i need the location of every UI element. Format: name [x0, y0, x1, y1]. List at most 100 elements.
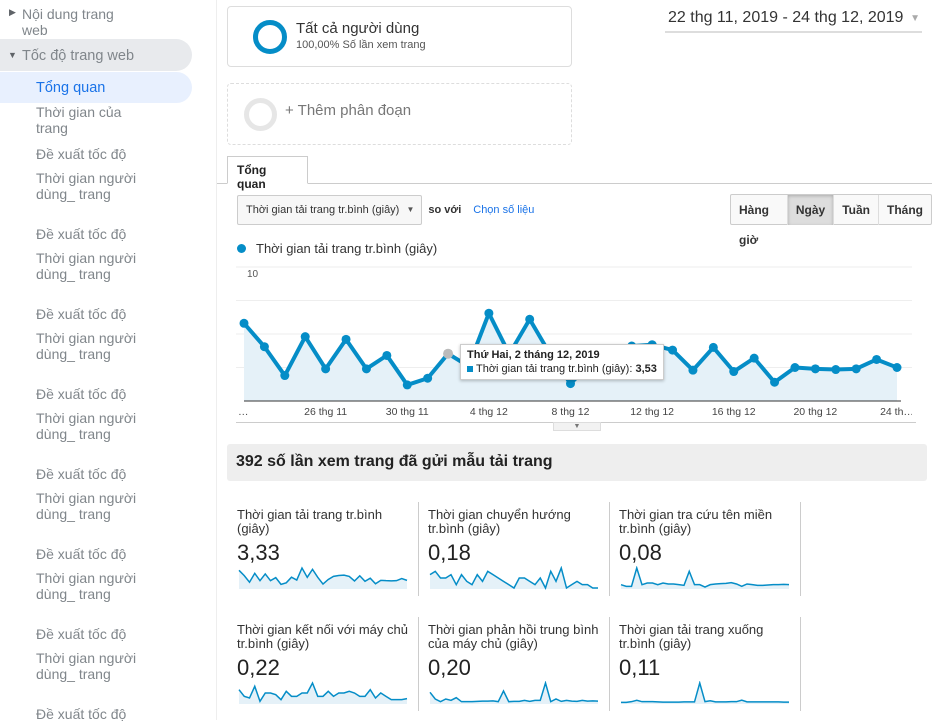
metric-card[interactable]: Thời gian tải trang tr.bình (giây) 3,33	[237, 508, 415, 590]
tooltip-title: Thứ Hai, 2 tháng 12, 2019	[467, 349, 600, 361]
sidebar-item[interactable]: Thời gian người dùng_ trang	[36, 410, 137, 442]
sidebar-item[interactable]: Đề xuất tốc độ	[36, 466, 127, 482]
metric-value: 0,08	[619, 540, 662, 565]
y-tick-label: 10	[247, 269, 259, 280]
sidebar-item-site-content[interactable]: Nội dung trang web	[22, 6, 114, 38]
metric-value: 3,33	[237, 540, 280, 565]
sidebar-item[interactable]: Thời gian người dùng_ trang	[36, 250, 137, 282]
sparkline-area	[430, 683, 598, 704]
x-tick-label: 26 thg 11	[304, 406, 347, 418]
data-point[interactable]	[872, 354, 882, 364]
x-tick-label: 16 thg 12	[712, 406, 756, 418]
sidebar-item[interactable]: Đề xuất tốc độ	[36, 706, 127, 722]
data-point[interactable]	[668, 345, 678, 355]
sparkline-line	[238, 681, 408, 704]
choose-metric-link[interactable]: Chọn số liệu	[473, 204, 535, 216]
dropdown-arrow-icon: ▼	[406, 205, 415, 214]
hourly-button[interactable]: Hàng giờ	[739, 203, 769, 247]
data-point[interactable]	[280, 371, 290, 381]
metric-divider	[609, 617, 610, 711]
data-point[interactable]	[382, 350, 392, 360]
caret-down-icon: ▼	[8, 50, 17, 60]
daily-button[interactable]: Ngày	[786, 195, 834, 225]
granularity-toggle: Hàng giờ Ngày Tuần Tháng	[730, 194, 932, 247]
sparkline-line	[621, 681, 789, 704]
metric-card[interactable]: Thời gian phản hồi trung bình của máy ch…	[428, 623, 606, 705]
metric-sparkline	[429, 566, 598, 590]
metric-card[interactable]: Thời gian tải trang xuống tr.bình (giây)…	[619, 623, 797, 705]
data-point[interactable]	[790, 363, 800, 372]
metric-divider	[418, 502, 419, 596]
tab-divider	[217, 183, 932, 184]
sidebar-item[interactable]: Đề xuất tốc độ	[36, 146, 127, 162]
tab-overview[interactable]: Tổng quan	[227, 156, 308, 191]
tooltip-value: 3,53	[635, 363, 657, 375]
metric-divider	[800, 617, 801, 711]
metric-card[interactable]: Thời gian chuyển hướng tr.bình (giây) 0,…	[428, 508, 606, 590]
sidebar-item[interactable]: Đề xuất tốc độ	[36, 226, 127, 242]
metric-value: 0,11	[619, 655, 661, 680]
data-point[interactable]	[831, 365, 841, 375]
metric-sparkline	[620, 566, 790, 589]
data-point[interactable]	[770, 377, 780, 387]
data-point[interactable]	[566, 379, 575, 389]
x-tick-label: 30 thg 11	[386, 406, 429, 418]
sidebar-item[interactable]: Đề xuất tốc độ	[36, 306, 127, 322]
data-point[interactable]	[443, 348, 454, 359]
data-point[interactable]	[341, 334, 351, 344]
x-tick-label: 12 thg 12	[630, 406, 674, 418]
data-point[interactable]	[402, 380, 412, 390]
sparkline-area	[239, 568, 407, 589]
data-point[interactable]	[810, 364, 820, 374]
monthly-button[interactable]: Tháng	[878, 195, 931, 225]
summary-header: 392 số lần xem trang đã gửi mẫu tải tran…	[227, 444, 927, 481]
sidebar-item[interactable]: Thời gian người dùng_ trang	[36, 650, 137, 682]
tooltip-series-icon	[467, 366, 473, 372]
add-segment-button[interactable]: + Thêm phân đoạn	[227, 83, 572, 145]
data-point[interactable]	[300, 332, 310, 342]
data-point[interactable]	[708, 342, 718, 352]
data-point[interactable]	[259, 342, 269, 352]
metric-sparkline	[429, 681, 599, 704]
data-point[interactable]	[892, 363, 902, 372]
metric-select-value: Thời gian tải trang tr.bình (giây)	[246, 204, 400, 216]
metric-card[interactable]: Thời gian tra cứu tên miền tr.bình (giây…	[619, 508, 797, 590]
data-point[interactable]	[321, 364, 331, 374]
sidebar-item[interactable]: Đề xuất tốc độ	[36, 626, 127, 642]
caret-right-icon[interactable]: ▶	[9, 7, 16, 17]
data-point[interactable]	[749, 353, 759, 363]
data-point[interactable]	[423, 373, 433, 383]
data-point[interactable]	[525, 314, 535, 324]
data-point[interactable]	[484, 308, 494, 318]
expand-chart-handle[interactable]: ▼	[553, 422, 601, 431]
date-range-text: 22 thg 11, 2019 - 24 thg 12, 2019	[668, 9, 904, 26]
weekly-button[interactable]: Tuần	[833, 195, 878, 225]
date-range-picker[interactable]: 22 thg 11, 2019 - 24 thg 12, 2019 ▼	[665, 9, 922, 33]
sidebar: ▶ Nội dung trang web ▼ Tốc độ trang web …	[0, 0, 217, 722]
metric-card[interactable]: Thời gian kết nối với máy chủ tr.bình (g…	[237, 623, 415, 705]
sidebar-item[interactable]: Thời gian người dùng_ trang	[36, 490, 137, 522]
sidebar-item[interactable]: Đề xuất tốc độ	[36, 546, 127, 562]
sparkline-area	[430, 568, 598, 589]
tooltip-series: Thời gian tải trang tr.bình (giây):	[476, 363, 633, 375]
metric-label: Thời gian chuyển hướng tr.bình (giây)	[428, 507, 571, 536]
sidebar-item-label: Tốc độ trang web	[22, 48, 135, 64]
sidebar-item[interactable]: Đề xuất tốc độ	[36, 386, 127, 402]
sidebar-item[interactable]: Thời gian người dùng_ trang	[36, 570, 137, 602]
segment-all-users[interactable]: Tất cả người dùng 100,00% Số lần xem tra…	[227, 6, 572, 67]
x-tick-label: …	[238, 406, 249, 418]
legend-dot-icon	[237, 244, 246, 253]
sidebar-item[interactable]: Thời gian người dùng_ trang	[36, 330, 137, 362]
metric-select[interactable]: Thời gian tải trang tr.bình (giây) ▼	[237, 195, 423, 225]
data-point[interactable]	[361, 364, 371, 374]
sidebar-item[interactable]: Thời gian của trang	[36, 104, 122, 136]
data-point[interactable]	[851, 364, 861, 374]
sidebar-item-overview[interactable]: Tổng quan	[0, 72, 192, 103]
data-point[interactable]	[729, 367, 739, 377]
data-point[interactable]	[239, 318, 249, 328]
metric-divider	[609, 502, 610, 596]
data-point[interactable]	[688, 365, 698, 375]
metric-divider	[418, 617, 419, 711]
sidebar-item[interactable]: Thời gian người dùng_ trang	[36, 170, 137, 202]
sidebar-item-site-speed[interactable]: ▼ Tốc độ trang web	[0, 39, 192, 71]
